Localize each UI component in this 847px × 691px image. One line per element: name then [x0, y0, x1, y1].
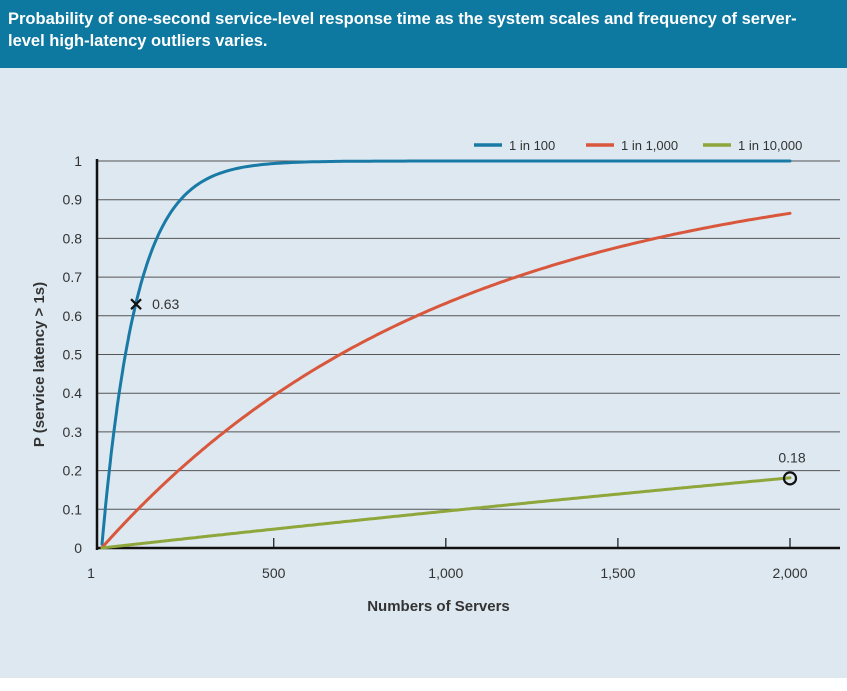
legend-label: 1 in 1,000 [621, 138, 678, 153]
y-tick-label: 0.3 [63, 424, 83, 440]
x-tick-label: 2,000 [772, 565, 807, 581]
chart-header: Probability of one-second service-level … [0, 0, 847, 68]
series-line-1-in-10-000 [100, 476, 792, 550]
annotation-circle-marker [782, 471, 798, 486]
y-tick-label: 0.7 [63, 269, 83, 285]
legend-label: 1 in 10,000 [738, 138, 802, 153]
x-tick-label: 500 [262, 565, 286, 581]
x-tick-label: 1,000 [428, 565, 463, 581]
legend-label: 1 in 100 [509, 138, 555, 153]
x-tick-label: 1,500 [600, 565, 635, 581]
annotation-label: 0.18 [778, 449, 805, 465]
chart-panel: 0 0.1 0.2 0.3 0.4 0.5 0.6 0.7 0.8 0.9 1 1 500 1,000 1,… [0, 68, 847, 678]
series-line-1-in-1-000 [100, 211, 792, 550]
annotation-x-marker [130, 298, 142, 310]
chart-title: Probability of one-second service-level … [8, 10, 797, 50]
y-tick-label: 0.1 [63, 501, 83, 517]
y-tick-label: 0.6 [63, 308, 83, 324]
line-chart: 0 0.1 0.2 0.3 0.4 0.5 0.6 0.7 0.8 0.9 1 1 500 1,000 1,… [31, 138, 840, 615]
x-axis-label: Numbers of Servers [367, 598, 510, 615]
y-tick-label: 0.2 [63, 463, 83, 479]
annotation-label: 0.63 [152, 296, 179, 312]
y-axis-label: P (service latency > 1s) [31, 282, 48, 447]
series-line-1-in-100 [100, 159, 792, 546]
x-tick-label: 1 [87, 565, 95, 581]
y-tick-label: 1 [74, 153, 82, 169]
y-tick-label: 0.8 [63, 230, 83, 246]
y-tick-label: 0.9 [63, 192, 83, 208]
y-tick-label: 0.4 [63, 385, 83, 401]
y-tick-label: 0.5 [63, 347, 83, 363]
y-tick-label: 0 [74, 540, 82, 556]
